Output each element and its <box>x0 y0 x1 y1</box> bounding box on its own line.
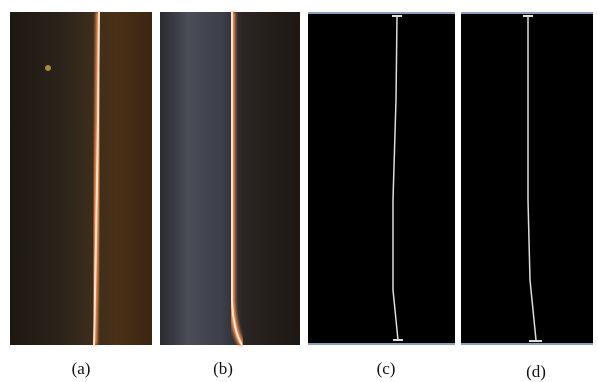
caption: (b) <box>213 359 233 378</box>
panel-a <box>10 12 152 345</box>
caption: (d) <box>526 362 546 381</box>
panel-c <box>308 12 455 345</box>
figure: (a) (b) (c) (d) <box>0 0 598 382</box>
caption: (c) <box>377 359 396 378</box>
caption: (a) <box>72 359 91 378</box>
panel-b <box>160 12 300 345</box>
panel-d <box>461 12 593 345</box>
